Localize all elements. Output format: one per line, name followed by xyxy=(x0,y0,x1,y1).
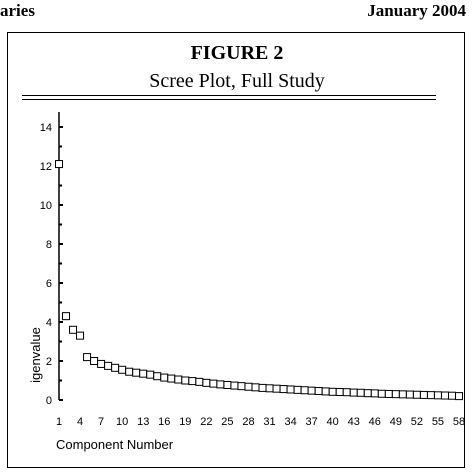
data-point xyxy=(174,375,183,384)
x-tick-label: 13 xyxy=(137,416,149,428)
x-tick-label: 4 xyxy=(77,416,83,428)
data-point xyxy=(349,388,358,397)
x-tick-label: 52 xyxy=(411,416,423,428)
data-point xyxy=(251,383,260,392)
data-point xyxy=(181,376,190,385)
x-tick-label: 1 xyxy=(56,416,62,428)
data-point xyxy=(314,387,323,396)
data-point xyxy=(433,391,442,400)
data-point xyxy=(356,388,365,397)
y-tick-label: 0 xyxy=(46,395,52,407)
data-point xyxy=(398,390,407,399)
data-point xyxy=(146,370,155,379)
data-point xyxy=(62,312,71,321)
x-tick-label: 10 xyxy=(116,416,128,428)
data-point xyxy=(426,391,435,400)
data-point xyxy=(412,390,421,399)
x-tick-label: 22 xyxy=(200,416,212,428)
data-point xyxy=(188,377,197,386)
data-point xyxy=(244,382,253,391)
data-point xyxy=(132,368,141,377)
data-point xyxy=(237,382,246,391)
y-tick-label: 14 xyxy=(40,122,52,134)
data-point xyxy=(286,385,295,394)
data-point xyxy=(405,390,414,399)
data-point xyxy=(293,385,302,394)
data-point xyxy=(265,384,274,393)
x-tick-label: 58 xyxy=(453,416,465,428)
data-point xyxy=(202,378,211,387)
data-point xyxy=(321,387,330,396)
y-axis-title: igenvalue xyxy=(28,327,43,383)
data-point xyxy=(160,373,169,382)
caption-rule-bottom xyxy=(22,99,436,100)
y-tick-label: 12 xyxy=(40,161,52,173)
data-point xyxy=(153,372,162,381)
header-date: January 2004 xyxy=(367,1,466,20)
x-tick-label: 55 xyxy=(432,416,444,428)
data-point xyxy=(216,380,225,389)
x-tick-label: 46 xyxy=(369,416,381,428)
data-point xyxy=(384,389,393,398)
data-point xyxy=(370,389,379,398)
y-tick-label: 4 xyxy=(46,317,52,329)
running-header: aries January 2004 xyxy=(0,0,474,24)
y-tick-label: 8 xyxy=(46,239,52,251)
data-point xyxy=(118,365,127,374)
caption-rule-top xyxy=(22,95,436,96)
y-tick-label: 6 xyxy=(46,278,52,290)
data-point xyxy=(104,361,113,370)
data-point xyxy=(272,384,281,393)
header-left-text: aries xyxy=(0,1,35,20)
x-axis-title: Component Number xyxy=(56,437,174,452)
x-tick-label: 31 xyxy=(263,416,275,428)
data-point xyxy=(209,379,218,388)
x-tick-label: 43 xyxy=(348,416,360,428)
data-point xyxy=(90,357,99,365)
data-point xyxy=(335,388,344,397)
data-point xyxy=(230,381,239,390)
x-tick-label: 28 xyxy=(242,416,254,428)
data-point xyxy=(111,363,120,372)
data-point xyxy=(167,374,176,383)
data-point xyxy=(76,331,85,340)
x-tick-label: 40 xyxy=(327,416,339,428)
x-tick-label: 19 xyxy=(179,416,191,428)
figure-label: FIGURE 2 xyxy=(190,42,284,64)
data-point xyxy=(328,387,337,396)
data-point xyxy=(300,386,309,395)
x-tick-label: 49 xyxy=(390,416,402,428)
data-point xyxy=(55,160,63,169)
data-point xyxy=(125,367,134,376)
x-tick-label: 37 xyxy=(306,416,318,428)
x-tick-label: 7 xyxy=(98,416,104,428)
data-point xyxy=(223,380,232,389)
data-point xyxy=(391,390,400,399)
x-tick-label: 34 xyxy=(284,416,296,428)
x-tick-label: 25 xyxy=(221,416,233,428)
x-tick-label: 16 xyxy=(158,416,170,428)
y-tick-label: 10 xyxy=(40,200,52,212)
data-point xyxy=(363,389,372,398)
data-point xyxy=(307,386,316,395)
data-point xyxy=(69,325,78,334)
data-point xyxy=(83,353,92,362)
data-point xyxy=(440,391,449,400)
data-point xyxy=(419,390,428,399)
data-point xyxy=(195,377,204,386)
data-point xyxy=(139,369,148,378)
data-point xyxy=(97,359,106,368)
data-point xyxy=(377,389,386,398)
y-tick-label: 2 xyxy=(46,356,52,368)
data-point xyxy=(455,392,463,401)
data-point xyxy=(258,383,267,392)
data-point xyxy=(279,385,288,394)
data-point xyxy=(342,388,351,397)
data-point xyxy=(447,391,456,400)
figure-caption: Scree Plot, Full Study xyxy=(149,70,325,92)
figure-frame xyxy=(7,32,465,468)
